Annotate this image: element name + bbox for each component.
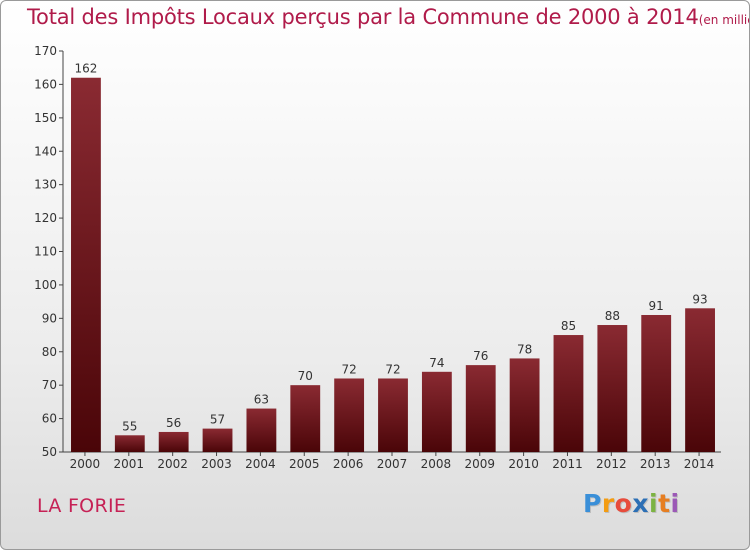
bar-value-label: 88 — [605, 309, 620, 323]
y-tick-label: 70 — [42, 378, 57, 392]
x-tick-label: 2013 — [640, 457, 671, 471]
x-tick-label: 2007 — [377, 457, 408, 471]
chart-title-main: Total des Impôts Locaux perçus par la Co… — [27, 5, 699, 29]
x-tick-label: 2010 — [508, 457, 539, 471]
y-tick-label: 50 — [42, 445, 57, 459]
bar-value-label: 162 — [74, 62, 97, 76]
bar — [290, 385, 321, 452]
x-tick-label: 2002 — [157, 457, 188, 471]
y-tick-label: 130 — [34, 178, 57, 192]
bar — [158, 431, 189, 452]
bar-value-label: 74 — [429, 356, 444, 370]
y-tick-label: 110 — [34, 245, 57, 259]
x-tick-label: 2008 — [421, 457, 452, 471]
bar — [114, 435, 145, 452]
bar — [509, 358, 540, 452]
logo-letter: t — [658, 489, 671, 518]
x-tick-label: 2005 — [289, 457, 320, 471]
bar-value-label: 63 — [254, 393, 269, 407]
x-tick-label: 2003 — [201, 457, 232, 471]
bar — [465, 365, 496, 452]
bar — [597, 325, 628, 452]
bar-value-label: 72 — [385, 362, 400, 376]
bar-value-label: 55 — [122, 419, 137, 433]
y-tick-label: 60 — [42, 412, 57, 426]
bar — [334, 378, 365, 452]
bar-value-label: 70 — [298, 369, 313, 383]
y-tick-label: 120 — [34, 211, 57, 225]
chart-title: Total des Impôts Locaux perçus par la Co… — [27, 5, 749, 29]
bar — [202, 428, 233, 452]
bar-value-label: 93 — [692, 292, 707, 306]
commune-name: LA FORIE — [37, 495, 127, 517]
y-tick-label: 100 — [34, 278, 57, 292]
bar — [421, 371, 452, 452]
chart-title-unit: (en milliers d'€) — [698, 13, 749, 27]
x-tick-label: 2000 — [70, 457, 101, 471]
x-tick-label: 2001 — [114, 457, 145, 471]
bar-value-label: 57 — [210, 413, 225, 427]
logo-letter: i — [649, 489, 659, 518]
bar-value-label: 85 — [561, 319, 576, 333]
logo-letter: x — [632, 489, 649, 518]
x-tick-label: 2006 — [333, 457, 364, 471]
bar — [71, 77, 101, 452]
x-tick-label: 2011 — [552, 457, 583, 471]
x-tick-label: 2012 — [596, 457, 627, 471]
y-tick-label: 90 — [42, 311, 57, 325]
bar-value-label: 76 — [473, 349, 488, 363]
bar — [246, 408, 277, 452]
bar — [641, 314, 672, 452]
x-tick-label: 2009 — [464, 457, 495, 471]
logo-letter: r — [601, 489, 615, 518]
bar — [553, 335, 584, 452]
y-tick-label: 140 — [34, 144, 57, 158]
bar — [685, 308, 715, 452]
y-tick-label: 160 — [34, 77, 57, 91]
logo-letter: P — [583, 489, 602, 518]
bar — [378, 378, 408, 452]
bar-value-label: 91 — [649, 299, 664, 313]
bar-value-label: 72 — [341, 362, 356, 376]
logo-letter: i — [670, 489, 680, 518]
bar-value-label: 56 — [166, 416, 181, 430]
proxiti-logo: Proxiti — [583, 489, 680, 518]
y-tick-label: 80 — [42, 345, 57, 359]
x-tick-label: 2004 — [245, 457, 276, 471]
bar-value-label: 78 — [517, 342, 532, 356]
x-tick-label: 2014 — [684, 457, 715, 471]
y-tick-label: 170 — [34, 44, 57, 58]
logo-letter: o — [614, 489, 633, 518]
y-tick-label: 150 — [34, 111, 57, 125]
